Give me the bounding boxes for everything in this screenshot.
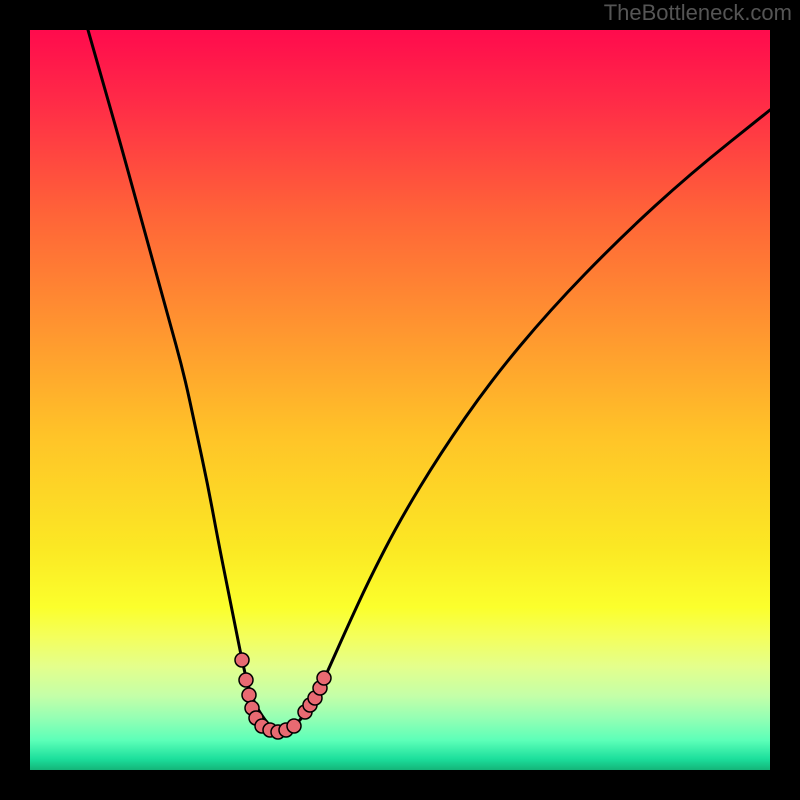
data-marker: [317, 671, 331, 685]
marker-layer: [30, 30, 770, 770]
data-marker: [235, 653, 249, 667]
data-marker: [242, 688, 256, 702]
watermark-text: TheBottleneck.com: [604, 0, 792, 26]
plot-area: [30, 30, 770, 770]
data-marker: [287, 719, 301, 733]
data-marker: [239, 673, 253, 687]
chart-frame: TheBottleneck.com: [0, 0, 800, 800]
